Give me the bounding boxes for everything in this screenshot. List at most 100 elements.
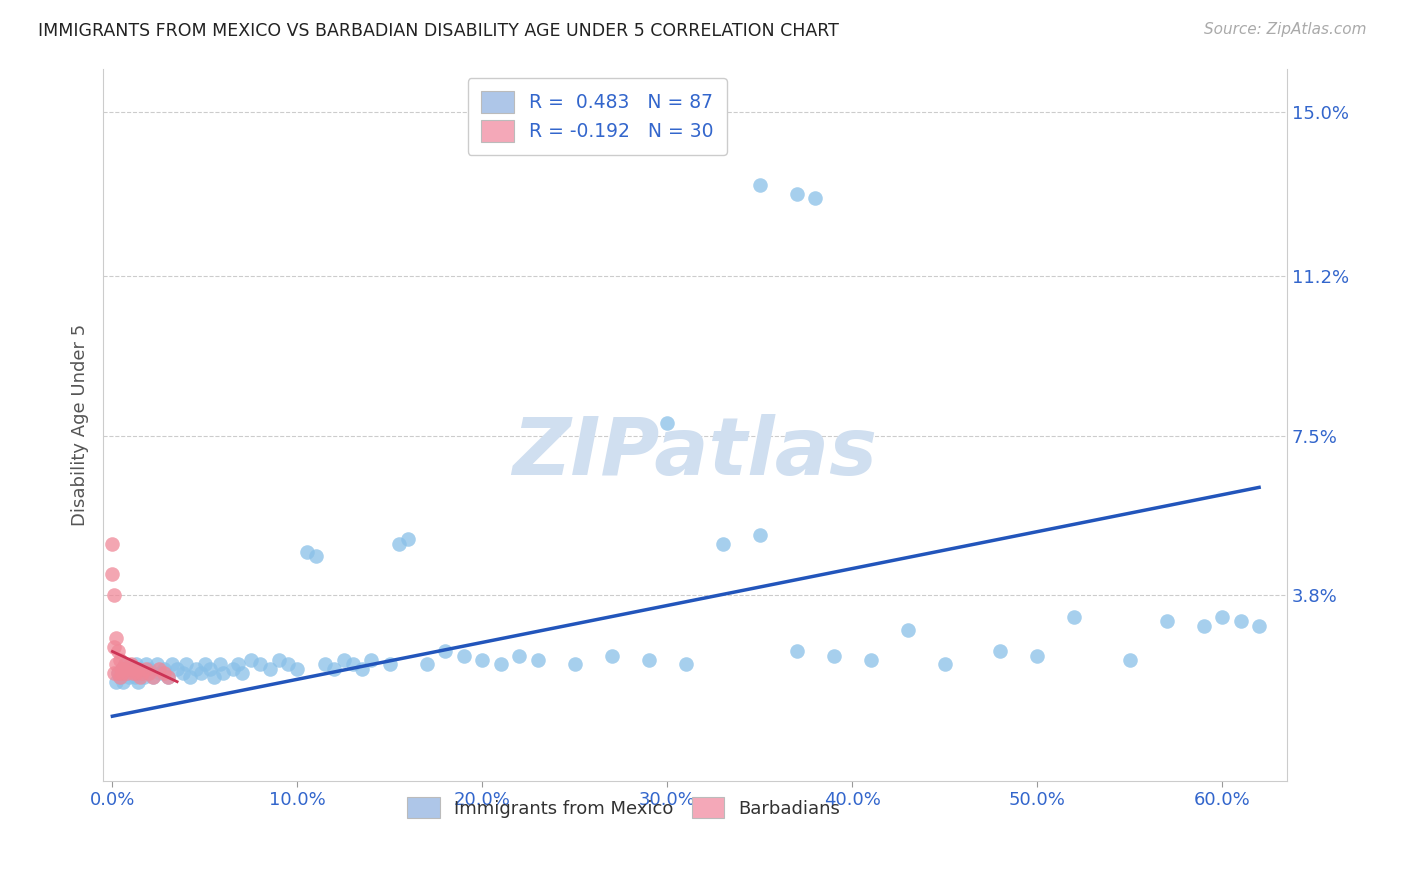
Point	[111, 666, 134, 681]
Point	[179, 670, 201, 684]
Point	[131, 666, 153, 681]
Point	[396, 532, 419, 546]
Point	[160, 657, 183, 672]
Point	[129, 670, 152, 684]
Point	[105, 674, 128, 689]
Point	[135, 662, 157, 676]
Point	[125, 657, 148, 672]
Point	[111, 662, 134, 676]
Point	[153, 662, 176, 676]
Point	[934, 657, 956, 672]
Point	[314, 657, 336, 672]
Point	[988, 644, 1011, 658]
Point	[184, 662, 207, 676]
Point	[121, 666, 143, 681]
Point	[1118, 653, 1140, 667]
Point	[305, 549, 328, 564]
Point	[129, 662, 152, 676]
Point	[323, 662, 346, 676]
Legend: Immigrants from Mexico, Barbadians: Immigrants from Mexico, Barbadians	[401, 790, 848, 825]
Point	[125, 666, 148, 681]
Point	[1156, 614, 1178, 628]
Point	[212, 666, 235, 681]
Point	[194, 657, 217, 672]
Point	[108, 653, 131, 667]
Point	[1026, 648, 1049, 663]
Point	[711, 536, 734, 550]
Point	[859, 653, 882, 667]
Point	[107, 644, 129, 658]
Point	[172, 666, 194, 681]
Point	[112, 662, 135, 676]
Point	[176, 657, 198, 672]
Point	[352, 662, 374, 676]
Point	[118, 670, 141, 684]
Point	[471, 653, 494, 667]
Point	[112, 674, 135, 689]
Point	[118, 662, 141, 676]
Point	[1249, 618, 1271, 632]
Point	[453, 648, 475, 663]
Point	[142, 670, 165, 684]
Point	[295, 545, 318, 559]
Point	[600, 648, 623, 663]
Point	[149, 666, 172, 681]
Point	[166, 662, 188, 676]
Text: ZIPatlas: ZIPatlas	[512, 414, 877, 492]
Point	[226, 657, 249, 672]
Point	[115, 666, 138, 681]
Point	[114, 657, 136, 672]
Point	[101, 536, 124, 550]
Point	[105, 632, 128, 646]
Point	[124, 670, 146, 684]
Point	[259, 662, 281, 676]
Point	[786, 644, 808, 658]
Point	[121, 666, 143, 681]
Point	[897, 623, 920, 637]
Point	[1229, 614, 1251, 628]
Point	[360, 653, 382, 667]
Point	[332, 653, 354, 667]
Point	[111, 662, 134, 676]
Point	[416, 657, 439, 672]
Point	[675, 657, 697, 672]
Point	[101, 566, 124, 581]
Point	[136, 666, 159, 681]
Point	[748, 528, 770, 542]
Point	[231, 666, 253, 681]
Point	[142, 670, 165, 684]
Point	[1063, 610, 1085, 624]
Point	[156, 670, 179, 684]
Point	[120, 662, 142, 676]
Point	[132, 670, 155, 684]
Point	[748, 178, 770, 193]
Point	[107, 666, 129, 681]
Point	[108, 670, 131, 684]
Point	[657, 416, 679, 430]
Point	[221, 662, 243, 676]
Point	[153, 666, 176, 681]
Point	[103, 588, 125, 602]
Point	[127, 662, 149, 676]
Point	[138, 666, 160, 681]
Point	[103, 640, 125, 654]
Point	[240, 653, 263, 667]
Point	[526, 653, 548, 667]
Y-axis label: Disability Age Under 5: Disability Age Under 5	[72, 324, 89, 526]
Point	[434, 644, 457, 658]
Point	[285, 662, 308, 676]
Point	[145, 657, 167, 672]
Point	[637, 653, 659, 667]
Point	[786, 186, 808, 201]
Point	[135, 657, 157, 672]
Point	[1211, 610, 1233, 624]
Point	[508, 648, 530, 663]
Point	[115, 666, 138, 681]
Point	[823, 648, 845, 663]
Point	[124, 662, 146, 676]
Point	[277, 657, 299, 672]
Point	[138, 662, 160, 676]
Point	[267, 653, 290, 667]
Point	[1192, 618, 1215, 632]
Point	[342, 657, 364, 672]
